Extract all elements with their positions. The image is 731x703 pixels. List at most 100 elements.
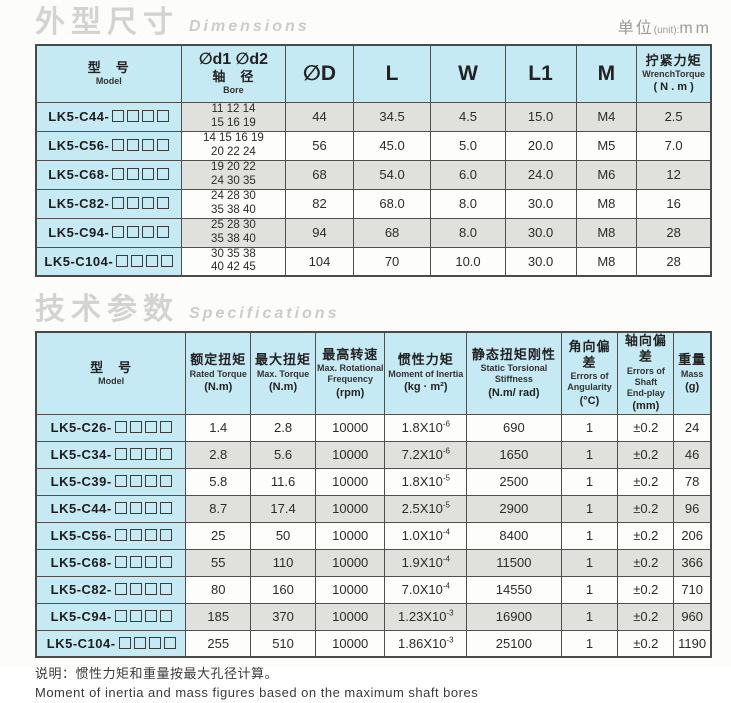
cell-model: LK5-C94- bbox=[35, 602, 187, 631]
cell-endplay: ±0.2 bbox=[617, 494, 675, 523]
cell-l1: 30.0 bbox=[504, 188, 577, 219]
cell-stiffness: 1650 bbox=[466, 440, 562, 469]
cell-w: 4.5 bbox=[430, 101, 506, 132]
column-header-l1: L1 bbox=[504, 44, 577, 103]
specs-title-en: Specifications bbox=[189, 304, 340, 322]
cell-angularity: 1 bbox=[560, 440, 619, 469]
cell-endplay: ±0.2 bbox=[617, 467, 675, 496]
cell-stiffness: 2500 bbox=[466, 467, 562, 496]
bore-code-box bbox=[127, 139, 140, 151]
cell-max: 160 bbox=[250, 575, 316, 604]
cell-rated: 1.4 bbox=[185, 413, 252, 442]
cell-w: 8.0 bbox=[430, 217, 506, 248]
cell-inertia: 1.0X10-4 bbox=[384, 521, 468, 550]
cell-rated: 55 bbox=[185, 548, 252, 577]
bore-code-box bbox=[129, 475, 142, 488]
model-label: LK5-C39- bbox=[50, 474, 112, 490]
cell-d: 94 bbox=[285, 217, 354, 248]
bore-code-box bbox=[129, 529, 142, 542]
cell-l: 68 bbox=[352, 217, 432, 248]
cell-max: 50 bbox=[250, 521, 316, 550]
cell-rated: 255 bbox=[185, 629, 252, 658]
bore-code-box bbox=[114, 556, 127, 569]
bore-code-box bbox=[157, 226, 170, 238]
cell-w: 6.0 bbox=[430, 159, 506, 190]
cell-l: 70 bbox=[352, 246, 432, 277]
cell-model: LK5-C104- bbox=[35, 246, 182, 277]
bore-code-box bbox=[148, 636, 161, 649]
cell-angularity: 1 bbox=[560, 413, 619, 442]
bore-code-box bbox=[159, 448, 172, 461]
table-row: LK5-C82- 80 160 10000 7.0X10-4 14550 1 ±0.2 710 bbox=[35, 575, 712, 604]
column-header-inertia: 惯性力矩 Moment of Inertia (kg · m²) bbox=[384, 331, 468, 415]
bore-code-box bbox=[127, 226, 140, 238]
cell-model: LK5-C82- bbox=[35, 575, 187, 604]
bore-code-box bbox=[114, 502, 127, 515]
cell-mass: 96 bbox=[673, 494, 712, 523]
cell-inertia: 1.86X10-3 bbox=[384, 629, 468, 658]
cell-torque: 28 bbox=[636, 246, 712, 277]
model-label: LK5-C44- bbox=[50, 501, 112, 517]
cell-stiffness: 14550 bbox=[466, 575, 562, 604]
cell-model: LK5-C56- bbox=[35, 521, 187, 550]
bore-code-box bbox=[144, 583, 157, 596]
bore-code-box bbox=[129, 502, 142, 515]
cell-stiffness: 11500 bbox=[466, 548, 562, 577]
cell-d: 104 bbox=[285, 246, 354, 277]
cell-inertia: 1.8X10-5 bbox=[384, 467, 468, 496]
cell-max: 17.4 bbox=[250, 494, 316, 523]
bore-code-box bbox=[112, 168, 125, 180]
bore-code-box bbox=[163, 636, 176, 649]
table-row: LK5-C56- 14 15 16 19 20 22 24 56 45.0 5.0 20.0… bbox=[35, 130, 712, 161]
cell-model: LK5-C82- bbox=[35, 188, 182, 219]
bore-code-box bbox=[146, 254, 159, 267]
footnote-en: Moment of inertia and mass figures based… bbox=[35, 684, 479, 700]
cell-mass: 24 bbox=[673, 413, 712, 442]
bore-code-box bbox=[144, 610, 157, 623]
cell-m: M4 bbox=[575, 101, 638, 132]
cell-inertia: 2.5X10-5 bbox=[384, 494, 468, 523]
cell-angularity: 1 bbox=[560, 548, 619, 577]
cell-model: LK5-C68- bbox=[35, 548, 187, 577]
cell-angularity: 1 bbox=[560, 521, 619, 550]
cell-max: 5.6 bbox=[250, 440, 316, 469]
cell-angularity: 1 bbox=[560, 602, 619, 631]
bore-code-box bbox=[131, 254, 144, 267]
table-row: LK5-C104- 30 35 38 40 42 45 104 70 10.0 30.0 M8… bbox=[35, 246, 712, 277]
column-header-endplay: 轴向偏差 Errors of Shaft End-play (mm) bbox=[617, 331, 675, 415]
bore-code-box bbox=[112, 139, 125, 151]
cell-stiffness: 2900 bbox=[466, 494, 562, 523]
bore-code-box bbox=[127, 168, 140, 180]
bore-code-box bbox=[114, 421, 127, 434]
column-header-model: 型 号 Model bbox=[35, 44, 182, 103]
cell-mass: 1190 bbox=[673, 629, 712, 658]
unit-label-value: mm bbox=[679, 19, 712, 37]
column-header-m: M bbox=[575, 44, 638, 103]
model-label: LK5-C94- bbox=[48, 225, 110, 240]
bore-code-box bbox=[129, 610, 142, 623]
cell-max: 510 bbox=[250, 629, 316, 658]
model-label: LK5-C104- bbox=[46, 635, 116, 651]
bore-code-box bbox=[157, 197, 170, 209]
cell-speed: 10000 bbox=[314, 467, 386, 496]
column-header-speed: 最高转速 Max. Rotational Frequency (rpm) bbox=[314, 331, 386, 415]
cell-mass: 366 bbox=[673, 548, 712, 577]
cell-stiffness: 25100 bbox=[466, 629, 562, 658]
cell-max: 11.6 bbox=[250, 467, 316, 496]
cell-d: 68 bbox=[285, 159, 354, 190]
cell-max: 2.8 bbox=[250, 413, 316, 442]
bore-code-box bbox=[114, 529, 127, 542]
cell-l1: 30.0 bbox=[504, 246, 577, 277]
cell-mass: 78 bbox=[673, 467, 712, 496]
bore-code-box bbox=[112, 110, 125, 122]
cell-endplay: ±0.2 bbox=[617, 440, 675, 469]
cell-endplay: ±0.2 bbox=[617, 413, 675, 442]
bore-code-box bbox=[159, 502, 172, 515]
cell-torque: 7.0 bbox=[636, 130, 712, 161]
table-row: LK5-C56- 25 50 10000 1.0X10-4 8400 1 ±0.2 206 bbox=[35, 521, 712, 550]
bore-code-box bbox=[144, 556, 157, 569]
cell-speed: 10000 bbox=[314, 494, 386, 523]
table-row: LK5-C104- 255 510 10000 1.86X10-3 25100 1 ±0.2 1… bbox=[35, 629, 712, 658]
cell-rated: 25 bbox=[185, 521, 252, 550]
cell-m: M5 bbox=[575, 130, 638, 161]
